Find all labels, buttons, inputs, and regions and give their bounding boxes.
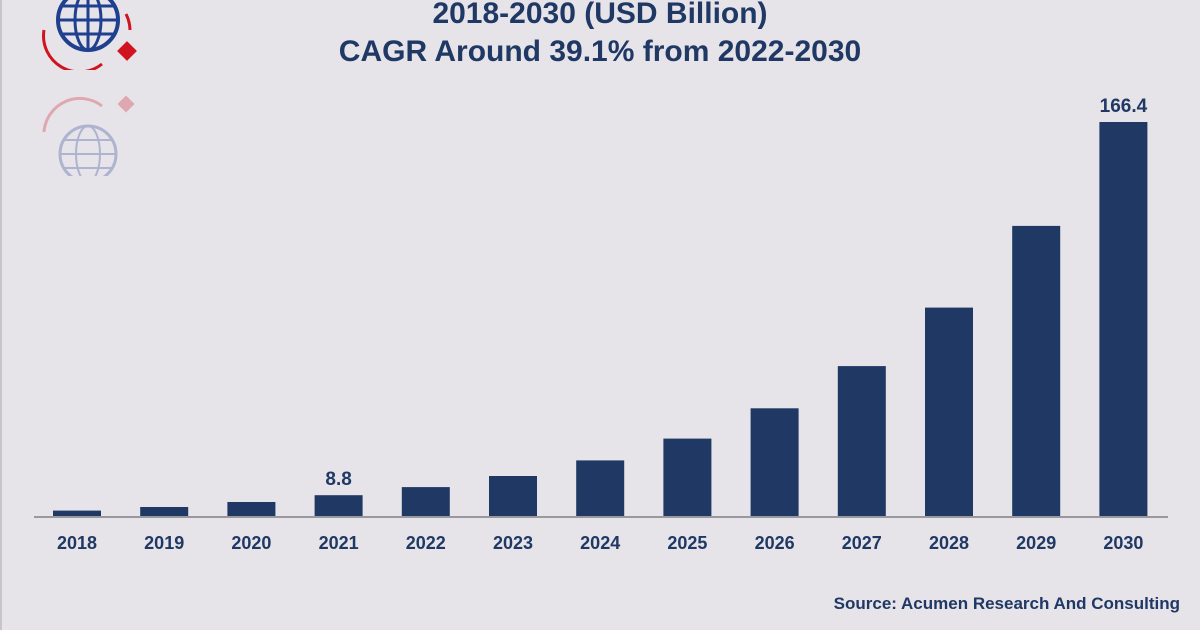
- logo-reflection: [42, 96, 135, 176]
- company-logo: [42, 0, 137, 70]
- left-border: [0, 0, 2, 630]
- bar-2030: [1099, 122, 1148, 516]
- bar-2026: [750, 408, 799, 516]
- x-tick-label: 2029: [1016, 533, 1056, 553]
- x-tick-label: 2023: [493, 533, 533, 553]
- x-tick-label: 2027: [842, 533, 882, 553]
- x-tick-label: 2022: [406, 533, 446, 553]
- bar-2020: [227, 502, 276, 516]
- x-tick-label: 2021: [319, 533, 359, 553]
- chart-title-line2: CAGR Around 39.1% from 2022-2030: [338, 35, 862, 68]
- bar-2022: [401, 487, 450, 516]
- bar-2018: [53, 510, 101, 516]
- bar-2019: [140, 507, 189, 516]
- bar-2028: [925, 307, 973, 516]
- x-tick-label: 2018: [57, 533, 97, 553]
- bar-2025: [663, 438, 712, 516]
- bar-2023: [489, 476, 537, 516]
- x-tick-label: 2026: [755, 533, 795, 553]
- x-tick-label: 2024: [580, 533, 620, 553]
- x-tick-label: 2025: [667, 533, 707, 553]
- data-label-2030: 166.4: [1100, 96, 1148, 117]
- x-tick-label: 2028: [929, 533, 969, 553]
- x-tick-label: 2020: [231, 533, 271, 553]
- x-tick-label: 2030: [1103, 533, 1143, 553]
- data-label-2021: 8.8: [325, 469, 351, 490]
- chart-title-line1: 2018-2030 (USD Billion): [432, 0, 768, 30]
- bar-2027: [837, 366, 886, 516]
- bar-2029: [1012, 225, 1061, 516]
- x-tick-label: 2019: [144, 533, 184, 553]
- bar-2024: [576, 460, 625, 516]
- source-note: Source: Acumen Research And Consulting: [833, 594, 1180, 613]
- bar-2021: [314, 495, 363, 516]
